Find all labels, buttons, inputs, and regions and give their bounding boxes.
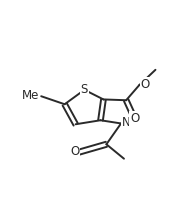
Text: S: S xyxy=(81,83,88,96)
Text: O: O xyxy=(141,78,150,91)
Text: O: O xyxy=(70,145,80,158)
Text: NH: NH xyxy=(122,116,139,129)
Text: Me: Me xyxy=(22,89,39,102)
Text: O: O xyxy=(130,112,139,125)
